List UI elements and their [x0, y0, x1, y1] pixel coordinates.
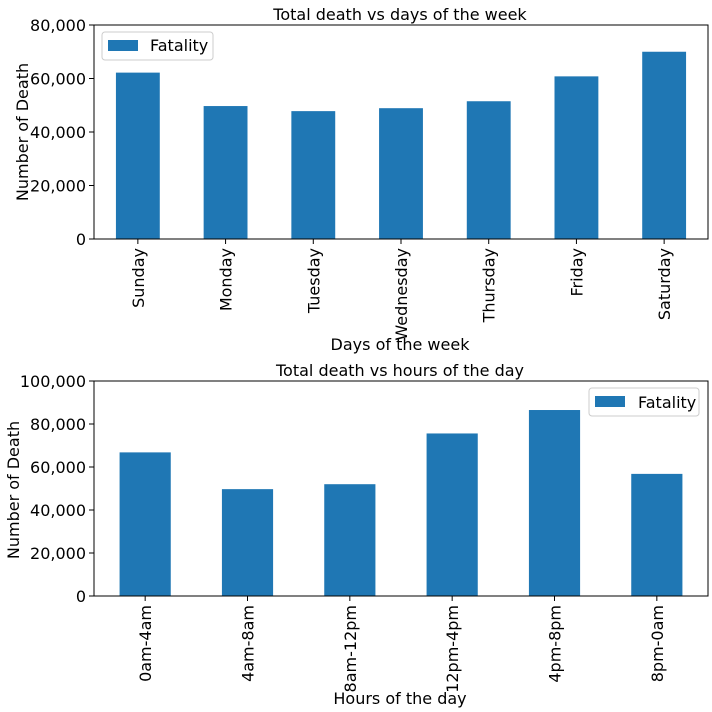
x-tick-label: Saturday	[655, 248, 674, 320]
bar-0am-4am	[119, 452, 171, 596]
y-tick-label: 20,000	[30, 177, 86, 196]
x-tick-label: Friday	[567, 248, 586, 297]
bar-4am-8am	[221, 489, 274, 596]
x-tick-label: 8pm-0am	[648, 605, 667, 682]
x-tick-label: 4am-8am	[239, 605, 258, 682]
y-tick-label: 40,000	[30, 123, 86, 142]
x-axis-label: Hours of the day	[333, 689, 466, 708]
y-axis-ticks: 0 20,000 40,000 60,000 80,000	[30, 16, 94, 249]
chart-title: Total death vs hours of the day	[275, 361, 524, 380]
x-tick-label: Monday	[217, 248, 236, 311]
y-tick-label: 0	[76, 587, 86, 606]
chart-hours-of-day: Total death vs hours of the day 0 20,000 4…	[4, 361, 709, 708]
y-tick-label: 80,000	[30, 415, 86, 434]
legend-frame	[101, 31, 214, 61]
y-tick-label: 0	[76, 230, 86, 249]
y-tick-label: 20,000	[30, 544, 86, 563]
bar-12pm-4pm	[426, 433, 478, 596]
bar-8am-12pm	[324, 484, 376, 596]
x-tick-label: 12pm-4pm	[443, 605, 462, 693]
legend: Fatality	[588, 387, 700, 417]
bar-saturday	[642, 51, 687, 239]
bar-wednesday	[379, 108, 423, 239]
plot-frame	[93, 380, 709, 597]
y-tick-label: 40,000	[30, 501, 86, 520]
x-tick-label: Thursday	[480, 248, 499, 323]
x-tick-label: 4pm-8pm	[546, 605, 565, 683]
x-tick-label: Wednesday	[392, 248, 411, 341]
bar-friday	[554, 76, 599, 239]
y-axis-label: Number of Death	[13, 63, 32, 201]
chart-days-of-week: Total death vs days of the week 0 20,000 4…	[13, 5, 709, 354]
bar-8pm-0am	[631, 473, 683, 596]
y-tick-label: 100,000	[20, 372, 86, 391]
legend-frame	[588, 387, 700, 417]
y-tick-label: 80,000	[30, 16, 86, 35]
legend-swatch	[108, 40, 138, 51]
bar-4pm-8pm	[528, 410, 581, 596]
x-tick-label: Tuesday	[304, 248, 323, 314]
x-tick-label: 8am-12pm	[341, 605, 360, 692]
y-tick-label: 60,000	[30, 458, 86, 477]
legend-swatch	[595, 396, 625, 407]
bar-group	[115, 51, 687, 240]
bar-thursday	[466, 101, 511, 240]
legend-label: Fatality	[638, 393, 696, 412]
bar-monday	[203, 106, 248, 239]
legend: Fatality	[101, 31, 214, 61]
y-axis-ticks: 0 20,000 40,000 60,000 80,000 100,000	[20, 372, 94, 606]
bar-tuesday	[291, 111, 336, 239]
legend-label: Fatality	[150, 36, 208, 55]
x-axis-ticks: 0am-4am 4am-8am 8am-12pm 12pm-4pm 4pm-8pm 8pm…	[136, 596, 667, 693]
y-axis-label: Number of Death	[4, 421, 23, 559]
chart-title: Total death vs days of the week	[272, 5, 527, 24]
x-axis-label: Days of the week	[331, 335, 471, 354]
y-tick-label: 60,000	[30, 70, 86, 89]
x-tick-label: Sunday	[129, 248, 148, 308]
bar-sunday	[115, 72, 160, 240]
x-tick-label: 0am-4am	[136, 605, 155, 682]
bar-group	[119, 410, 683, 596]
x-axis-ticks: Sunday Monday Tuesday Wednesday Thursday Frid…	[129, 239, 674, 341]
